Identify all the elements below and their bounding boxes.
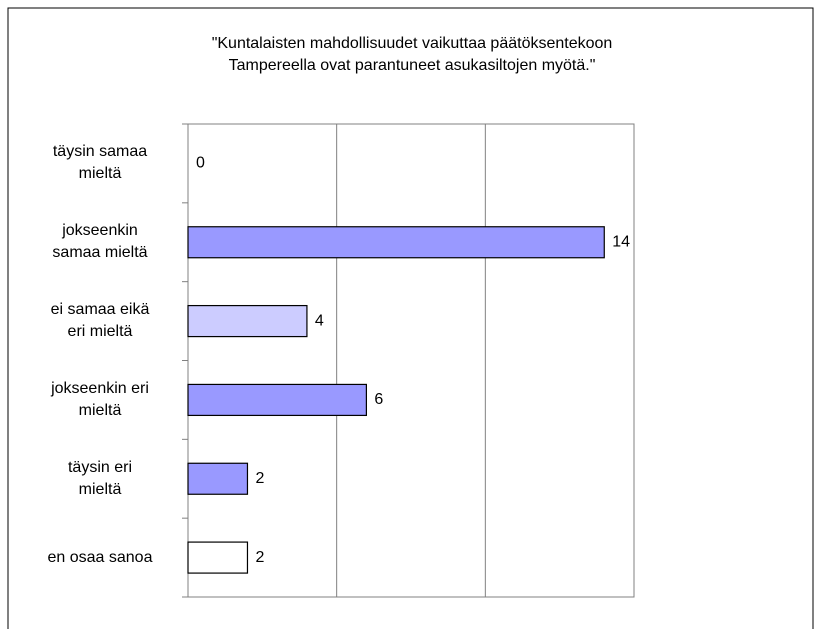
chart-title: "Kuntalaisten mahdollisuudet vaikuttaa p… bbox=[211, 35, 613, 74]
y-tick-label: ei samaa eikä eri mieltä bbox=[50, 301, 150, 341]
y-tick-label: jokseenkin samaa mieltä bbox=[52, 222, 148, 262]
y-tick-label: täysin samaa mieltä bbox=[52, 143, 148, 183]
bar bbox=[187, 383, 367, 417]
plot-area bbox=[187, 123, 635, 598]
y-tick-label: täysin eri mieltä bbox=[67, 458, 133, 498]
data-label: 6 bbox=[374, 391, 383, 408]
y-tick-label: en osaa sanoa bbox=[47, 548, 153, 566]
bar bbox=[187, 304, 308, 338]
bar bbox=[187, 541, 249, 574]
chart-border bbox=[7, 7, 814, 629]
data-label: 4 bbox=[315, 312, 324, 329]
data-label: 2 bbox=[255, 549, 264, 566]
bar bbox=[187, 462, 249, 495]
data-label: 2 bbox=[255, 470, 264, 487]
data-label: 0 bbox=[196, 155, 205, 172]
data-label: 14 bbox=[612, 233, 630, 250]
bar bbox=[187, 226, 605, 259]
y-tick-label: jokseenkin eri mieltä bbox=[51, 379, 149, 419]
